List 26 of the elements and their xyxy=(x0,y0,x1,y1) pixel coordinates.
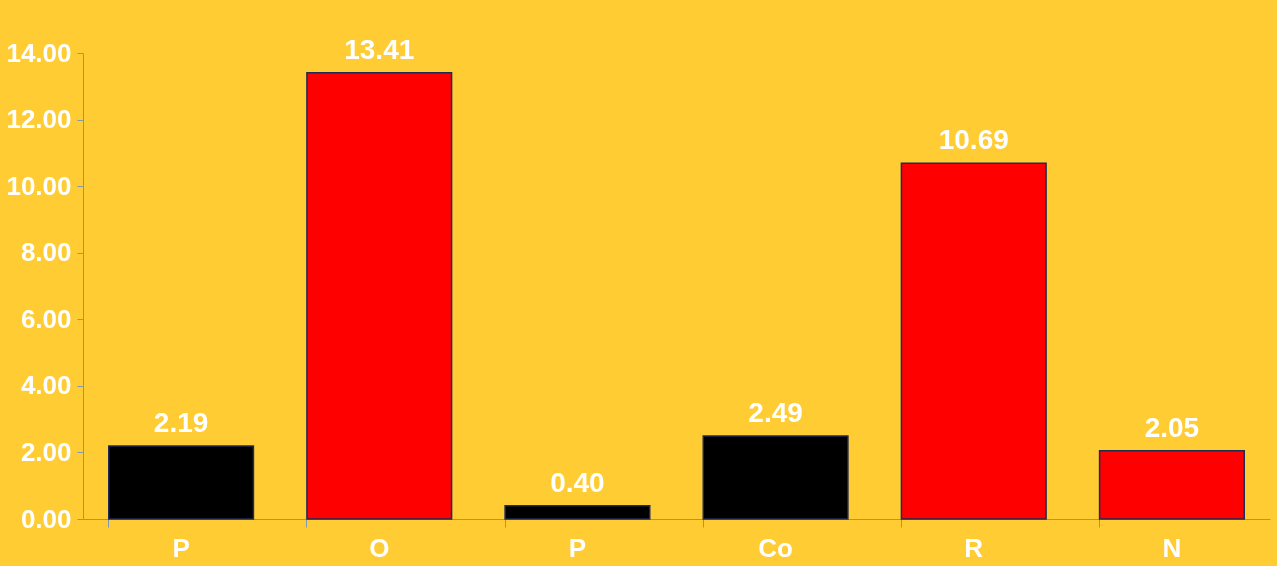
x-tick-label: Co xyxy=(758,532,793,563)
bar xyxy=(702,435,849,520)
bar xyxy=(108,445,255,520)
x-tick-label: N xyxy=(1162,532,1182,563)
y-tick-label: 0.00 xyxy=(20,503,72,534)
x-tick-label: P xyxy=(568,532,587,563)
x-tick-label: R xyxy=(964,532,984,563)
data-label: 2.19 xyxy=(153,407,209,439)
y-tick-label: 12.00 xyxy=(6,104,72,135)
data-label: 13.41 xyxy=(344,33,415,65)
bar xyxy=(1098,450,1245,520)
y-tick-label: 10.00 xyxy=(6,170,72,201)
bar xyxy=(504,504,651,520)
y-tick-label: 6.00 xyxy=(20,303,72,334)
y-tick-label: 4.00 xyxy=(20,370,72,401)
x-tick-label: P xyxy=(172,532,190,563)
bar xyxy=(306,71,453,520)
y-tick-label: 14.00 xyxy=(6,37,72,68)
x-tick-label: O xyxy=(369,532,390,563)
y-tick-label: 8.00 xyxy=(20,237,72,268)
data-label: 2.49 xyxy=(748,397,803,429)
data-label: 10.69 xyxy=(938,124,1009,156)
data-label: 2.05 xyxy=(1144,411,1200,443)
data-label: 0.40 xyxy=(550,466,605,498)
bar xyxy=(900,162,1047,520)
y-tick-label: 2.00 xyxy=(20,436,72,467)
